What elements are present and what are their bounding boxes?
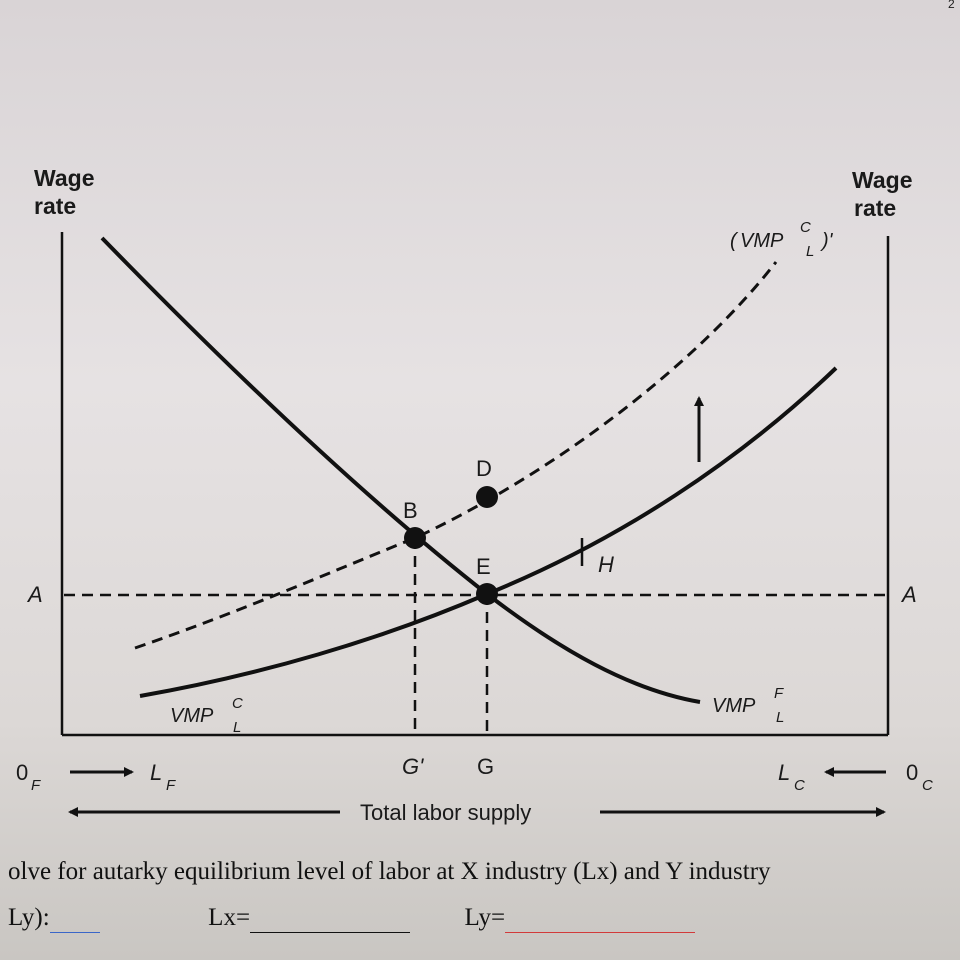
ly-prefix: Ly): [8, 904, 50, 931]
wage-line-left-label: A [26, 582, 43, 607]
svg-text:VMP: VMP [740, 230, 784, 252]
vmp-f-curve [100, 236, 701, 704]
point-d-dot [476, 486, 498, 508]
vmp-c-prime-label: ( VMP C L )' [730, 219, 834, 260]
point-b-dot [404, 527, 426, 549]
svg-text:L: L [776, 709, 784, 726]
svg-text:L: L [233, 719, 241, 736]
svg-text:0: 0 [16, 760, 28, 785]
point-d-label: D [476, 456, 492, 481]
ly-answer-blank[interactable] [505, 904, 696, 933]
point-e-label: E [476, 554, 491, 579]
vmp-c-label: VMP C L [170, 695, 243, 736]
lx-label: Lx= [208, 904, 251, 931]
right-axis-label-line2: rate [854, 195, 896, 221]
svg-text:C: C [922, 777, 933, 794]
left-axis-label-line1: Wage [34, 165, 95, 191]
wage-line-right-label: A [900, 582, 917, 607]
point-b-label: B [403, 498, 418, 523]
vmp-c-prime-curve [134, 261, 778, 650]
origin-c: 0 C [906, 760, 933, 794]
page-number: 2 [948, 0, 955, 11]
g-prime-label: G' [402, 754, 424, 779]
right-axis-label-line1: Wage [852, 167, 913, 193]
ly-label: Ly= [464, 904, 506, 931]
svg-text:C: C [794, 777, 805, 794]
total-labor-supply-label: Total labor supply [360, 800, 531, 825]
lx-answer-blank[interactable] [250, 904, 411, 933]
left-axis-label-line2: rate [34, 193, 76, 219]
svg-text:(: ( [730, 230, 739, 252]
labor-f-direction: L F [150, 760, 176, 794]
labor-c-direction: L C [778, 760, 805, 794]
svg-text:L: L [150, 760, 162, 785]
point-e-dot [476, 583, 498, 605]
svg-text:F: F [166, 777, 176, 794]
ly-prefix-blank[interactable] [49, 904, 100, 933]
svg-text:C: C [232, 695, 243, 712]
vmp-c-curve [139, 366, 838, 698]
question-text: olve for autarky equilibrium level of la… [8, 858, 771, 885]
svg-text:C: C [800, 219, 811, 236]
svg-text:L: L [806, 243, 814, 260]
svg-text:VMP: VMP [170, 705, 214, 727]
svg-text:L: L [778, 760, 790, 785]
point-h-label: H [598, 552, 614, 577]
svg-text:)': )' [820, 230, 834, 252]
svg-text:F: F [774, 685, 784, 702]
svg-text:VMP: VMP [712, 695, 756, 717]
labor-allocation-diagram: 2 Wage rate Wage rate A A B D E H VMP F … [16, 0, 955, 825]
question-answer-line: Ly): Lx= Ly= [8, 904, 696, 933]
g-label: G [477, 754, 494, 779]
svg-text:F: F [31, 777, 41, 794]
vmp-f-label: VMP F L [712, 685, 784, 726]
origin-f: 0 F [16, 760, 41, 794]
svg-text:0: 0 [906, 760, 918, 785]
